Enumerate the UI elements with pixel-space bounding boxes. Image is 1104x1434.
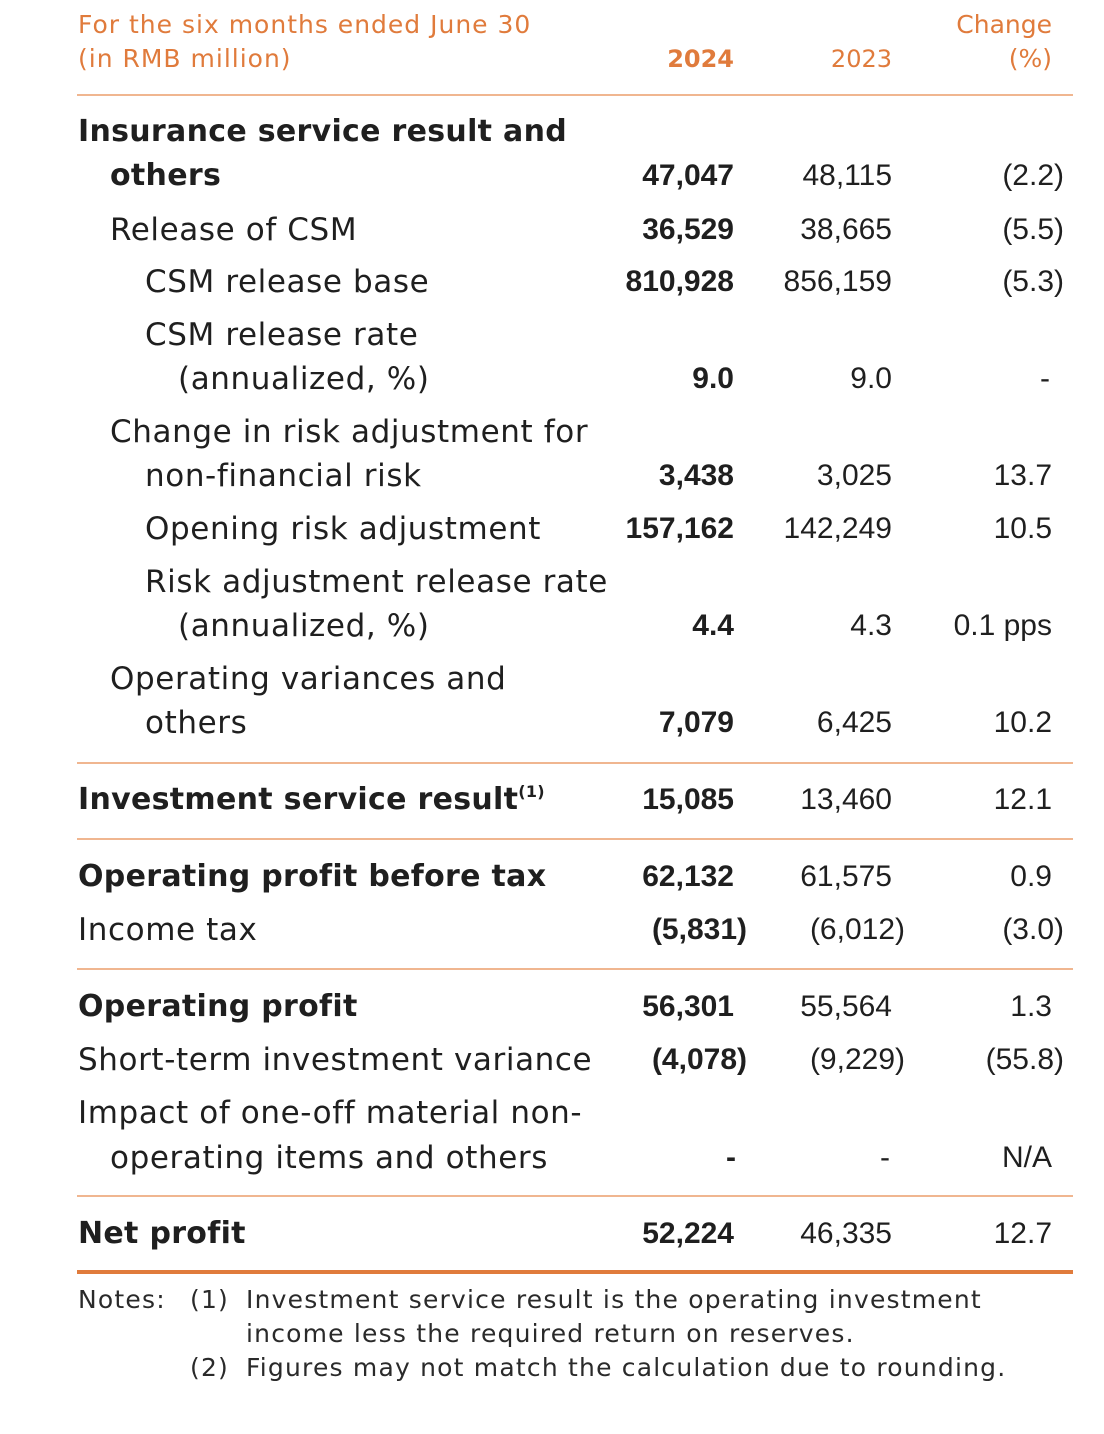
row-label: Operating variances and bbox=[110, 661, 507, 697]
value-2023: (9,229) bbox=[809, 1043, 905, 1076]
value-change: 10.2 bbox=[993, 706, 1052, 739]
footnote-marker: (1) bbox=[518, 782, 545, 801]
notes-prefix: Notes: bbox=[78, 1285, 166, 1314]
value-2023: 55,564 bbox=[800, 990, 892, 1023]
value-change: 0.1 pps bbox=[953, 609, 1052, 642]
value-2024: (5,831) bbox=[651, 913, 747, 946]
row-label: Risk adjustment release rate bbox=[145, 564, 608, 600]
row-label: Short-term investment variance bbox=[78, 1042, 593, 1078]
value-2024: 56,301 bbox=[642, 990, 734, 1023]
value-2023: 4.3 bbox=[850, 609, 892, 642]
value-change: (2.2) bbox=[1002, 159, 1064, 192]
column-header-2023: 2023 bbox=[830, 45, 892, 73]
header-divider bbox=[77, 94, 1073, 96]
value-2023: 856,159 bbox=[783, 265, 892, 298]
row-label-cont: operating items and others bbox=[110, 1140, 548, 1176]
value-2023: 13,460 bbox=[800, 783, 892, 816]
value-change: 0.9 bbox=[1010, 860, 1052, 893]
value-2023: (6,012) bbox=[809, 913, 905, 946]
section-divider bbox=[77, 762, 1073, 764]
change-header-line1: Change bbox=[956, 10, 1052, 39]
value-change: (55.8) bbox=[985, 1043, 1064, 1076]
value-change: 13.7 bbox=[993, 459, 1052, 492]
row-label: CSM release rate bbox=[145, 317, 419, 353]
value-change: 12.1 bbox=[993, 783, 1052, 816]
value-2023: 38,665 bbox=[800, 213, 892, 246]
note-1-marker: (1) bbox=[190, 1285, 230, 1314]
value-change: 10.5 bbox=[993, 512, 1052, 545]
row-label: Impact of one-off material non- bbox=[78, 1095, 583, 1131]
row-label-cont: others bbox=[110, 158, 222, 193]
value-2023: - bbox=[880, 1141, 890, 1174]
value-2023: 6,425 bbox=[816, 706, 892, 739]
row-label: Change in risk adjustment for bbox=[110, 414, 589, 450]
row-label: Investment service result(1) bbox=[78, 778, 545, 822]
note-2-line1: Figures may not match the calculation du… bbox=[246, 1353, 1007, 1382]
value-2024: (4,078) bbox=[651, 1043, 747, 1076]
row-label: Income tax bbox=[78, 912, 258, 948]
value-2024: 52,224 bbox=[642, 1217, 734, 1250]
row-label: Operating profit bbox=[78, 989, 358, 1024]
row-label: Release of CSM bbox=[110, 212, 358, 248]
row-label-text: Investment service result bbox=[78, 782, 519, 817]
period-label-line1: For the six months ended June 30 bbox=[78, 10, 532, 39]
value-2024: 157,162 bbox=[625, 512, 734, 545]
value-2024: 62,132 bbox=[642, 860, 734, 893]
value-2024: 4.4 bbox=[692, 609, 734, 642]
value-2024: 47,047 bbox=[642, 159, 734, 192]
row-label: Operating profit before tax bbox=[78, 859, 547, 894]
value-change: (5.3) bbox=[1002, 265, 1064, 298]
value-2024: 810,928 bbox=[625, 265, 734, 298]
row-label: CSM release base bbox=[145, 264, 430, 300]
period-label: For the six months ended June 30 (in RMB… bbox=[78, 8, 531, 76]
value-2024: 36,529 bbox=[642, 213, 734, 246]
value-2023: 48,115 bbox=[802, 159, 892, 192]
section-divider bbox=[77, 838, 1073, 840]
row-label: Net profit bbox=[78, 1216, 246, 1251]
row-label-cont: (annualized, %) bbox=[178, 361, 430, 397]
note-2-marker: (2) bbox=[190, 1353, 230, 1382]
value-change: (5.5) bbox=[1002, 213, 1064, 246]
value-2023: 61,575 bbox=[800, 860, 892, 893]
column-header-change: Change (%) bbox=[956, 8, 1052, 76]
period-label-line2: (in RMB million) bbox=[78, 44, 292, 73]
value-2024: 7,079 bbox=[658, 706, 734, 739]
value-change: (3.0) bbox=[1002, 913, 1064, 946]
value-2023: 142,249 bbox=[783, 512, 892, 545]
section-divider bbox=[77, 968, 1073, 970]
value-change: N/A bbox=[1001, 1141, 1052, 1174]
value-2024: - bbox=[726, 1141, 736, 1174]
change-header-line2: (%) bbox=[1008, 44, 1052, 73]
note-1-line2: income less the required return on reser… bbox=[246, 1319, 855, 1348]
row-label: Opening risk adjustment bbox=[145, 511, 542, 547]
value-2023: 9.0 bbox=[850, 362, 892, 395]
value-change: 1.3 bbox=[1010, 990, 1052, 1023]
row-label-cont: (annualized, %) bbox=[178, 608, 430, 644]
value-2024: 3,438 bbox=[658, 459, 734, 492]
table-header: For the six months ended June 30 (in RMB… bbox=[0, 0, 1104, 100]
row-label-cont: others bbox=[145, 705, 248, 741]
value-change: - bbox=[1040, 362, 1050, 395]
section-divider bbox=[77, 1195, 1073, 1197]
row-label: Insurance service result and bbox=[78, 114, 568, 149]
value-2024: 9.0 bbox=[692, 362, 734, 395]
value-2023: 3,025 bbox=[816, 459, 892, 492]
note-1-line1: Investment service result is the operati… bbox=[246, 1285, 982, 1314]
value-change: 12.7 bbox=[993, 1217, 1052, 1250]
value-2023: 46,335 bbox=[800, 1217, 892, 1250]
row-label-cont: non-financial risk bbox=[145, 458, 422, 494]
value-2024: 15,085 bbox=[642, 783, 734, 816]
table-bottom-rule bbox=[77, 1270, 1073, 1274]
column-header-2024: 2024 bbox=[667, 45, 734, 73]
